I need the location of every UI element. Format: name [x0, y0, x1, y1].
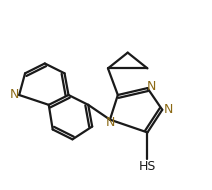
Text: N: N: [105, 116, 115, 129]
Text: N: N: [163, 103, 173, 116]
Text: N: N: [10, 89, 19, 101]
Text: N: N: [147, 80, 156, 93]
Text: HS: HS: [139, 160, 156, 173]
